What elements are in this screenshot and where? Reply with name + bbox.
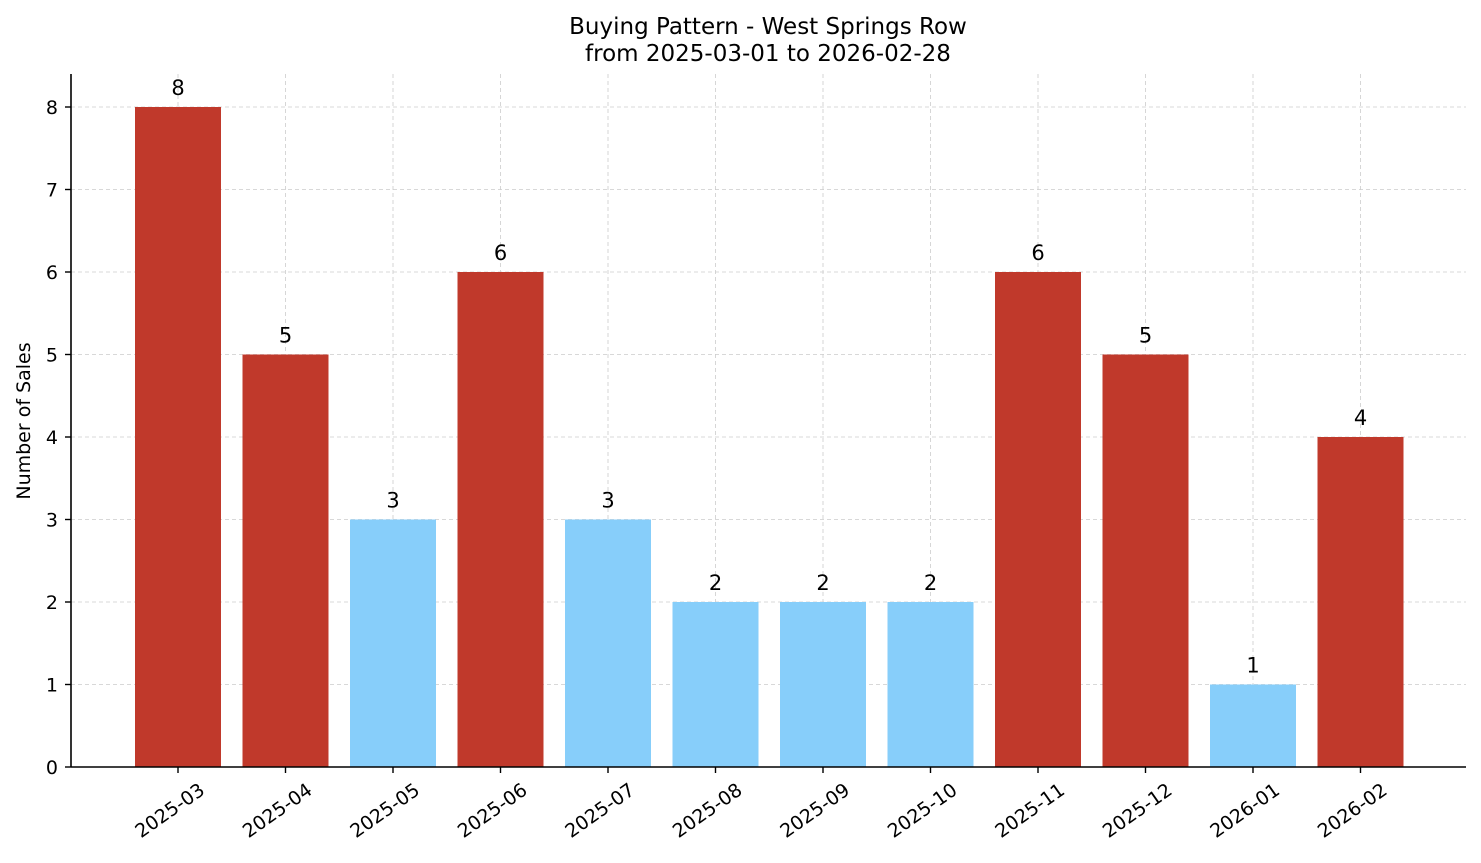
y-tick-label: 8 [46,97,58,119]
bar-2025-11 [995,272,1081,767]
data-label: 5 [1139,324,1152,348]
y-tick-label: 2 [46,592,58,614]
y-tick-label: 7 [46,180,58,202]
x-tick-label: 2025-06 [454,779,532,843]
x-tick-label: 2026-01 [1206,779,1284,843]
x-tick-label: 2025-09 [776,779,854,843]
bar-2026-02 [1317,437,1404,767]
data-label: 6 [494,241,507,265]
bar-2025-04 [242,354,329,767]
x-tick-label: 2025-04 [239,779,317,843]
data-label: 3 [386,489,399,513]
data-label: 1 [1246,654,1259,678]
bar-2025-06 [457,272,544,767]
x-tick-label: 2026-02 [1314,779,1392,843]
y-tick-label: 1 [46,675,58,697]
chart-subtitle: from 2025-03-01 to 2026-02-28 [585,41,951,67]
data-labels-layer: 8 5 3 6 3 2 2 2 6 5 1 4 [171,76,1367,678]
data-label: 2 [816,571,829,595]
bar-2025-10 [887,602,974,767]
bar-2025-08 [672,602,759,767]
data-label: 8 [171,76,184,100]
x-tick-label: 2025-12 [1099,779,1177,843]
data-label: 2 [709,571,722,595]
data-label: 2 [924,571,937,595]
bar-2025-12 [1102,354,1189,767]
data-label: 4 [1354,406,1367,430]
x-tick-label: 2025-10 [884,779,962,843]
x-tick-label: 2025-03 [131,779,209,843]
bars-layer [135,107,1404,767]
bar-2026-01 [1210,684,1296,767]
y-tick-label: 0 [46,757,58,779]
x-tick-label: 2025-11 [991,779,1069,843]
y-tick-label: 4 [46,427,58,449]
x-tick-label: 2025-05 [346,779,424,843]
data-label: 5 [279,324,292,348]
x-tick-label: 2025-07 [561,779,639,843]
data-label: 6 [1031,241,1044,265]
bar-2025-03 [135,107,221,767]
y-axis-label: Number of Sales [13,342,35,499]
bar-2025-05 [350,519,436,767]
y-tick-label: 6 [46,262,58,284]
chart-title: Buying Pattern - West Springs Row [569,14,967,40]
x-tick-label: 2025-08 [669,779,747,843]
y-tick-label: 5 [46,345,58,367]
y-tick-label: 3 [46,510,58,532]
data-label: 3 [601,489,614,513]
bar-2025-07 [565,519,651,767]
bar-2025-09 [780,602,866,767]
